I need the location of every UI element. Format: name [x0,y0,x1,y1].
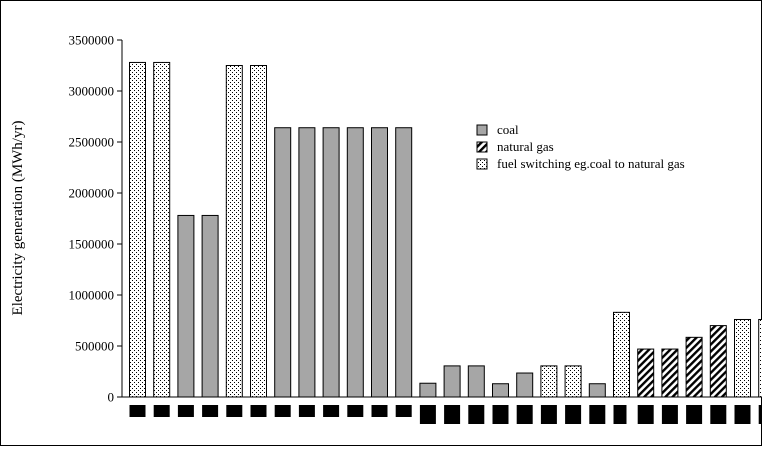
bar [275,128,291,397]
category-label-block [565,405,581,424]
category-label-block [347,405,363,417]
bar [493,384,509,397]
bar [638,349,654,397]
bar [614,312,630,397]
y-tick-label: 2000000 [69,186,115,201]
category-label-block [468,405,484,424]
category-label-block [517,405,533,424]
category-label-block [372,405,388,417]
bar [178,215,194,397]
category-label-block [178,405,194,417]
legend-label: coal [497,122,519,137]
bar [347,128,363,397]
bar [565,366,581,397]
bar [323,128,339,397]
category-label-block [251,405,267,417]
category-label-block [662,405,678,424]
bar [444,366,460,397]
category-label-block [493,405,509,424]
legend-label: fuel switching eg.coal to natural gas [497,156,685,171]
bar [589,384,605,397]
bar [154,62,170,397]
bar [517,373,533,397]
bar [226,66,242,398]
bar [735,319,751,397]
bar [202,215,218,397]
category-label-block [686,405,702,424]
category-label-block [614,405,627,424]
category-label-block [444,405,460,424]
y-tick-label: 3500000 [69,33,115,48]
y-axis-title-group: Electricity generation (MWh/yr) [10,121,26,316]
category-label-block [226,405,242,417]
bar [130,62,146,397]
category-label-block [541,405,557,424]
legend-swatch [477,142,487,152]
bar [251,66,267,398]
legend-swatch [477,159,487,169]
y-tick-label: 1500000 [69,237,115,252]
legend-label: natural gas [497,139,554,154]
category-label-block [299,405,315,417]
bar [686,337,702,397]
category-label-block [589,405,605,424]
category-label-block [638,405,654,424]
y-axis-title: Electricity generation (MWh/yr) [10,121,26,316]
y-tick-label: 1000000 [69,288,115,303]
category-label-block [275,405,291,417]
category-label-block [323,405,339,417]
category-label-block [130,405,146,417]
category-label-block [710,405,726,424]
bar [662,349,678,397]
bar [299,128,315,397]
bar [396,128,412,397]
category-label-block [202,405,218,417]
category-label-block [420,405,436,424]
y-tick-label: 3000000 [69,84,115,99]
legend-swatch [477,125,487,135]
bar [420,383,436,397]
y-tick-label: 0 [108,390,115,405]
bar [372,128,388,397]
bar [710,326,726,397]
bar [468,366,484,397]
category-label-block [396,405,412,417]
category-label-block [154,405,170,417]
bar [541,366,557,397]
y-tick-label: 2500000 [69,135,115,150]
y-tick-label: 500000 [75,339,114,354]
category-label-block [735,405,751,424]
